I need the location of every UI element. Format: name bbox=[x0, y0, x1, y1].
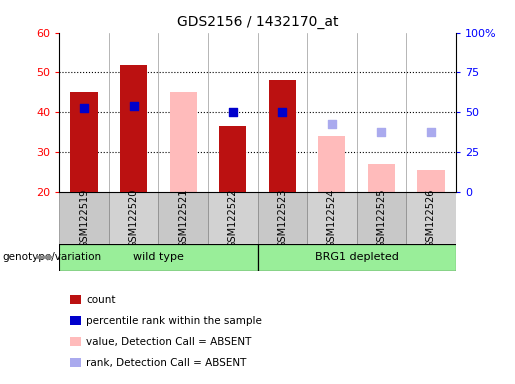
Bar bbox=[59, 244, 258, 271]
Text: GSM122522: GSM122522 bbox=[228, 188, 238, 248]
Point bbox=[377, 129, 386, 135]
Text: wild type: wild type bbox=[133, 252, 184, 262]
Bar bbox=[208, 192, 258, 244]
Bar bbox=[258, 192, 307, 244]
Bar bbox=[169, 93, 197, 192]
Text: GSM122521: GSM122521 bbox=[178, 188, 188, 248]
Text: GSM122524: GSM122524 bbox=[327, 188, 337, 248]
Text: GSM122520: GSM122520 bbox=[129, 188, 139, 248]
Bar bbox=[120, 65, 147, 192]
Bar bbox=[219, 126, 246, 192]
Point bbox=[80, 105, 88, 111]
Point bbox=[129, 103, 138, 109]
Text: genotype/variation: genotype/variation bbox=[3, 252, 101, 262]
Point bbox=[328, 121, 336, 127]
Text: BRG1 depleted: BRG1 depleted bbox=[315, 252, 399, 262]
Bar bbox=[406, 192, 456, 244]
Bar bbox=[159, 192, 208, 244]
Text: value, Detection Call = ABSENT: value, Detection Call = ABSENT bbox=[86, 337, 251, 347]
Bar bbox=[368, 164, 395, 192]
Point bbox=[427, 129, 435, 135]
Bar bbox=[219, 126, 246, 192]
Text: rank, Detection Call = ABSENT: rank, Detection Call = ABSENT bbox=[86, 358, 246, 368]
Text: GSM122523: GSM122523 bbox=[277, 188, 287, 248]
Title: GDS2156 / 1432170_at: GDS2156 / 1432170_at bbox=[177, 15, 338, 29]
Point bbox=[278, 109, 286, 115]
Bar bbox=[258, 244, 456, 271]
Bar bbox=[109, 192, 159, 244]
Bar bbox=[59, 192, 109, 244]
Text: GSM122525: GSM122525 bbox=[376, 188, 386, 248]
Point bbox=[229, 109, 237, 115]
Bar bbox=[318, 136, 346, 192]
Bar bbox=[269, 81, 296, 192]
Text: GSM122526: GSM122526 bbox=[426, 188, 436, 248]
Bar bbox=[307, 192, 356, 244]
Text: percentile rank within the sample: percentile rank within the sample bbox=[86, 316, 262, 326]
Text: GSM122519: GSM122519 bbox=[79, 188, 89, 248]
Bar bbox=[356, 192, 406, 244]
Bar bbox=[417, 170, 444, 192]
Bar bbox=[71, 93, 98, 192]
Text: count: count bbox=[86, 295, 115, 305]
